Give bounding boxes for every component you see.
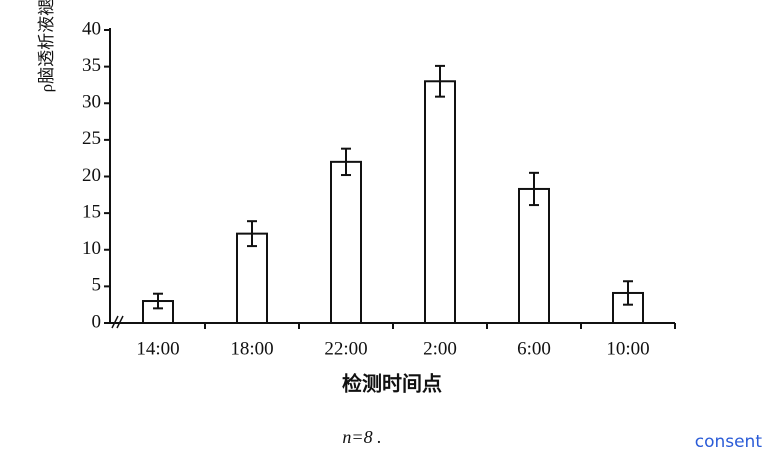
note: n=8 . (342, 427, 381, 447)
bar (518, 187, 550, 324)
y-tick-label: 0 (92, 311, 102, 332)
error-bar (623, 280, 633, 306)
error-bar (435, 64, 445, 98)
x-tick-label: 18:00 (230, 338, 273, 359)
x-tick-label: 6:00 (517, 338, 551, 359)
bar (424, 80, 456, 325)
y-tick-label: 40 (82, 18, 101, 39)
error-bar (153, 292, 163, 310)
axis-break (111, 315, 119, 329)
consent-link[interactable]: consent (695, 432, 763, 450)
x-tick-label: 14:00 (136, 338, 179, 359)
x-tick-label: 2:00 (423, 338, 457, 359)
error-bar (529, 171, 539, 207)
y-axis-label: ρ脑透析液褪黑素/(pg • mL⁻¹) (37, 0, 56, 92)
error-bar (247, 220, 257, 248)
y-tick-label: 35 (82, 55, 101, 76)
y-tick-label: 25 (82, 128, 101, 149)
y-tick-label: 30 (82, 92, 101, 113)
y-tick-label: 20 (82, 165, 101, 186)
bar (330, 160, 362, 324)
y-tick-label: 15 (82, 201, 101, 222)
x-tick-label: 22:00 (324, 338, 367, 359)
axis-break (116, 315, 124, 329)
y-tick-label: 5 (92, 275, 102, 296)
y-tick-label: 10 (82, 238, 101, 259)
x-axis-label: 检测时间点 (342, 372, 442, 396)
error-bar (341, 147, 351, 177)
x-tick-label: 10:00 (606, 338, 649, 359)
